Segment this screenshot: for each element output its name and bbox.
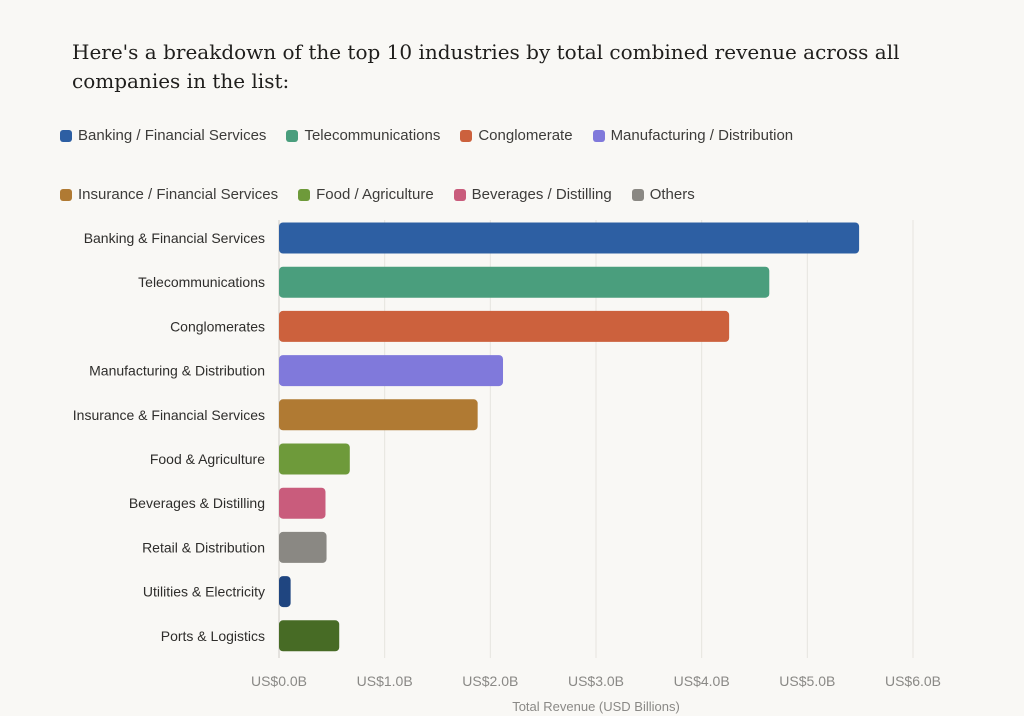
legend-label: Conglomerate [478,127,573,144]
bar [279,576,291,608]
legend-swatch [460,129,473,142]
legend-label: Food / Agriculture [316,186,434,203]
x-tick-label: US$4.0B [674,673,730,689]
chart-legend: Banking / Financial Services Telecommunic… [60,126,960,204]
bar [279,620,340,652]
bar [279,531,327,563]
legend-label: Telecommunications [304,127,441,144]
legend-swatch [631,188,644,201]
y-category-label: Food & Agriculture [150,451,265,467]
x-tick-label: US$1.0B [357,673,413,689]
y-category-label: Telecommunications [138,274,265,290]
y-category-label: Retail & Distribution [142,539,265,555]
bar [279,443,350,475]
legend-item[interactable]: Conglomerate [460,126,573,145]
bar [279,355,504,387]
legend-label: Insurance / Financial Services [78,186,279,203]
y-category-label: Insurance & Financial Services [73,407,265,423]
legend-label: Banking / Financial Services [78,127,267,144]
x-tick-label: US$6.0B [885,673,941,689]
x-tick-label: US$3.0B [568,673,624,689]
legend-swatch [592,129,605,142]
legend-item[interactable]: Others [631,185,695,204]
legend-item[interactable]: Banking / Financial Services [60,126,266,145]
bar [279,487,326,519]
legend-item[interactable]: Beverages / Distilling [453,185,612,204]
bar [279,310,730,342]
y-category-label: Manufacturing & Distribution [89,363,265,379]
x-tick-label: US$0.0B [251,673,307,689]
legend-swatch [60,188,72,201]
legend-swatch [453,188,466,201]
y-category-label: Ports & Logistics [161,628,265,644]
legend-swatch [60,129,72,142]
legend-label: Manufacturing / Distribution [610,127,794,144]
bar [279,399,478,431]
intro-text: Here's a breakdown of the top 10 industr… [72,40,900,93]
legend-swatch [286,129,299,142]
legend-item[interactable]: Manufacturing / Distribution [592,126,794,145]
y-category-label: Banking & Financial Services [84,230,265,246]
legend-label: Others [649,186,695,203]
legend-swatch [298,188,311,201]
y-category-label: Conglomerates [170,318,265,334]
bar [279,222,860,254]
legend-item[interactable]: Insurance / Financial Services [60,185,278,204]
bar [279,266,770,298]
legend-item[interactable]: Food / Agriculture [298,185,434,204]
legend-label: Beverages / Distilling [471,186,612,203]
legend-item[interactable]: Telecommunications [286,126,440,145]
y-category-label: Utilities & Electricity [143,584,265,600]
x-tick-label: US$5.0B [779,673,835,689]
y-category-label: Beverages & Distilling [129,495,265,511]
x-tick-label: US$2.0B [462,673,518,689]
x-axis-title: Total Revenue (USD Billions) [512,699,680,714]
